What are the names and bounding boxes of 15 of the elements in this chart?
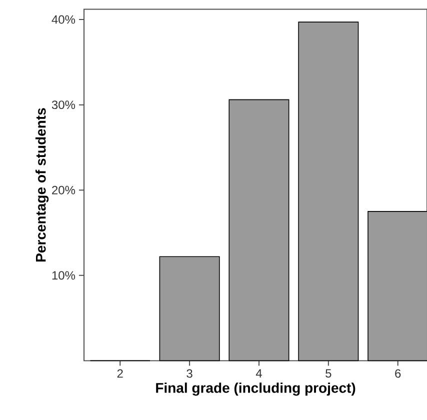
x-tick-label: 6 <box>395 369 401 378</box>
y-axis-title: Percentage of students <box>35 108 49 262</box>
bar <box>368 211 427 362</box>
x-axis-title: Final grade (including project) <box>156 382 356 396</box>
x-tick-label: 3 <box>186 369 192 378</box>
y-tick-label: 10% <box>52 271 76 280</box>
x-tick-label: 5 <box>326 369 332 378</box>
x-tick-label: 4 <box>256 369 262 378</box>
y-tick-label: 20% <box>52 186 76 194</box>
bar <box>298 22 358 361</box>
bar <box>160 256 220 361</box>
bar <box>229 100 289 361</box>
y-tick-label: 30% <box>52 100 76 110</box>
y-tick-label: 40% <box>52 15 76 24</box>
x-tick-label: 2 <box>117 369 123 378</box>
